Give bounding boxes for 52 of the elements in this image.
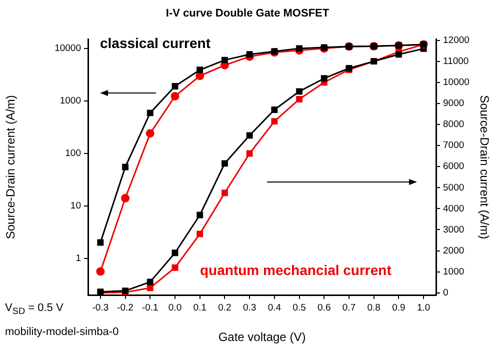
y2-tick-label: 1000	[443, 266, 464, 278]
y2-tick-label: 7000	[443, 140, 464, 152]
point	[96, 267, 105, 276]
text: V$_{SD}$ = 0.5 V	[5, 302, 64, 316]
point	[170, 92, 180, 100]
y2-tick-label: 8000	[443, 119, 464, 130]
point	[122, 164, 129, 170]
x-tick-label: -0.1	[142, 302, 158, 314]
y-tick-label: 100	[65, 148, 81, 160]
x-tick-label: 0.2	[218, 302, 232, 314]
x-tick-label: -0.3	[92, 302, 109, 314]
x-tick-label: 0.9	[392, 302, 406, 314]
x-tick-label: 0.4	[268, 302, 282, 314]
chart-title: I-V curve Double Gate MOSFET	[166, 8, 330, 20]
y2-tick-label: 0	[443, 288, 448, 299]
x-axis-title: Gate voltage (V)	[218, 330, 306, 344]
x-tick-label: 0.7	[342, 302, 356, 314]
point	[196, 66, 204, 74]
x-tick-label: 0.3	[242, 302, 256, 314]
point	[146, 110, 154, 116]
point	[97, 239, 104, 246]
y2-tick-label: 12000	[443, 34, 470, 46]
y2-tick-label: 2000	[443, 245, 464, 256]
y2-tick-label: 5000	[443, 182, 464, 194]
y2-tick-label: 4000	[443, 203, 464, 214]
y2-tick-label: 11000	[443, 56, 469, 67]
x-tick-label: 0.6	[318, 302, 331, 314]
point	[296, 45, 303, 52]
x-tick-label: 0.5	[292, 302, 306, 314]
x-tick-label: 0.0	[168, 302, 182, 314]
point	[121, 194, 130, 202]
y-tick-label: 10000	[54, 43, 81, 54]
x-tick-label: 0.8	[367, 302, 380, 314]
y-tick-label: 1	[76, 252, 81, 264]
x-tick-label: 0.1	[193, 302, 206, 314]
y2-axis-title: Source-Drain current (A/m)	[477, 95, 492, 240]
point	[172, 83, 178, 90]
y2-tick-label: 10000	[443, 76, 470, 88]
text: mobility-model-simba-0	[5, 326, 119, 338]
y2-tick-label: 9000	[443, 98, 464, 110]
x-tick-label: -0.2	[117, 302, 134, 314]
y-tick-label: 10	[70, 200, 81, 212]
annotation: classical current	[100, 35, 211, 51]
y-tick-label: 1000	[60, 96, 81, 107]
annotation: quantum mechancial current	[200, 262, 392, 278]
y2-tick-label: 3000	[443, 224, 464, 236]
point	[221, 56, 228, 64]
x-tick-label: 1.0	[416, 302, 430, 314]
y2-tick-label: 6000	[443, 161, 464, 172]
point	[246, 51, 253, 58]
y-axis-title: Source-Drain current (A/m)	[4, 95, 18, 240]
point	[146, 129, 154, 138]
